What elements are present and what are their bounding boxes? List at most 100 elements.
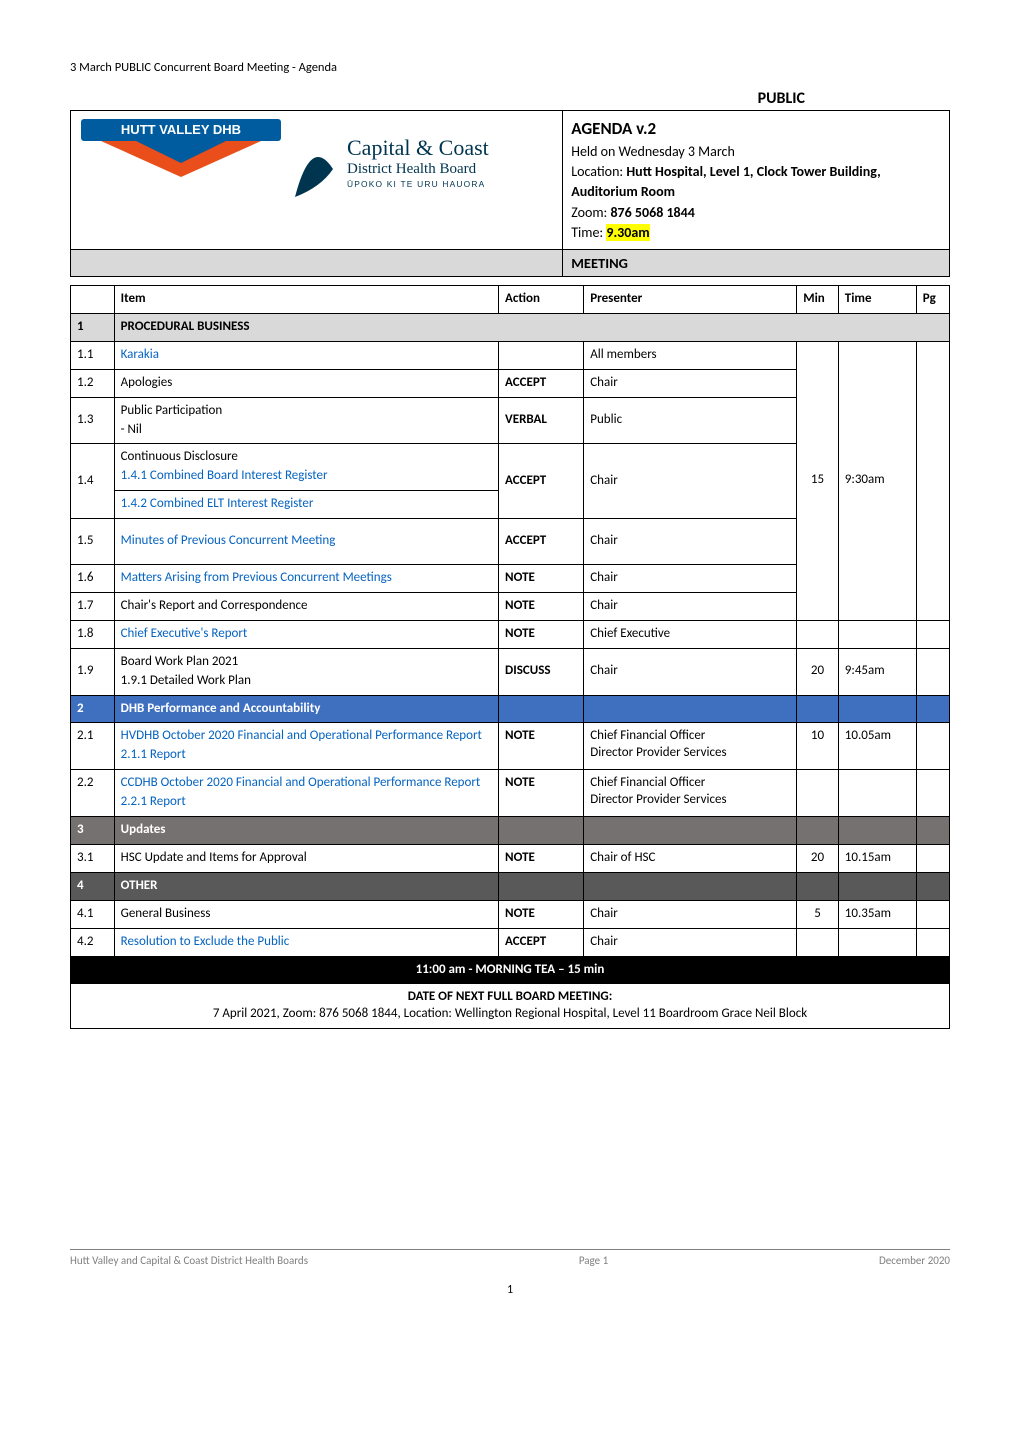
agenda-cell: AGENDA v.2 Held on Wednesday 3 March Loc… (563, 111, 950, 250)
row-item-b-link: 2.1.1 Report (121, 747, 186, 762)
agenda-zoom-line: Zoom: 876 5068 1844 (571, 203, 941, 223)
th-item: Item (114, 286, 498, 314)
row-time: 9:45am (838, 648, 916, 695)
row-presenter: Chair (584, 519, 797, 565)
row-action: VERBAL (499, 397, 584, 444)
row-item: Continuous Disclosure 1.4.1 Combined Boa… (114, 444, 498, 491)
public-label: PUBLIC (70, 89, 805, 108)
hvdhb-logo-text: HUTT VALLEY DHB (121, 122, 241, 137)
th-min: Min (797, 286, 839, 314)
row-item-link: Chief Executive's Report (121, 626, 248, 641)
row-presenter-a: Chief Financial Officer (590, 775, 790, 792)
sec3-blank (838, 817, 916, 845)
row-item-a: Public Participation (121, 403, 492, 420)
meeting-blank (71, 250, 563, 277)
row-action (499, 341, 584, 369)
row-min: 10 (797, 723, 839, 770)
row-num: 1.8 (71, 620, 115, 648)
row-item: Chair's Report and Correspondence (114, 593, 498, 621)
row-item-a-link: HVDHB October 2020 Financial and Operati… (121, 728, 482, 743)
row-action: NOTE (499, 593, 584, 621)
row-action: ACCEPT (499, 519, 584, 565)
row-presenter-b: Director Provider Services (590, 792, 790, 809)
row-pg (916, 928, 949, 956)
row-presenter: All members (584, 341, 797, 369)
th-pg: Pg (916, 286, 949, 314)
row-presenter: Chair (584, 900, 797, 928)
row-num: 3.1 (71, 844, 115, 872)
row-action: NOTE (499, 844, 584, 872)
sec2-blank (797, 695, 839, 723)
row-item-b-link: 1.4.1 Combined Board Interest Register (121, 468, 328, 483)
row-action: ACCEPT (499, 369, 584, 397)
row-presenter: Chief Financial Officer Director Provide… (584, 723, 797, 770)
running-header: 3 March PUBLIC Concurrent Board Meeting … (70, 60, 950, 75)
row-action: NOTE (499, 900, 584, 928)
row-min: 20 (797, 844, 839, 872)
sec2-blank (916, 695, 949, 723)
row-item-link: Minutes of Previous Concurrent Meeting (121, 533, 336, 548)
sec4-blank (838, 872, 916, 900)
row-item-link: Matters Arising from Previous Concurrent… (121, 570, 392, 585)
block-time: 9:30am (838, 341, 916, 620)
row-num: 1.6 (71, 565, 115, 593)
row-time: 10.35am (838, 900, 916, 928)
footer-right: December 2020 (879, 1254, 950, 1267)
sec4-blank (499, 872, 584, 900)
sec1-title: PROCEDURAL BUSINESS (114, 314, 949, 342)
row-min (797, 770, 839, 817)
agenda-location-label: Location: (571, 163, 626, 180)
row-item: Public Participation - Nil (114, 397, 498, 444)
row-item: Board Work Plan 2021 1.9.1 Detailed Work… (114, 648, 498, 695)
row-pg (916, 648, 949, 695)
th-action: Action (499, 286, 584, 314)
row-action: DISCUSS (499, 648, 584, 695)
row-presenter: Chair of HSC (584, 844, 797, 872)
agenda-time-label: Time: (571, 224, 606, 241)
sec2-num: 2 (71, 695, 115, 723)
row-item-a: Board Work Plan 2021 (121, 654, 492, 671)
footer: Hutt Valley and Capital & Coast District… (70, 1249, 950, 1267)
date-row-a: DATE OF NEXT FULL BOARD MEETING: (77, 989, 943, 1006)
agenda-main-table: Item Action Presenter Min Time Pg 1 PROC… (70, 285, 950, 1029)
sec1-num: 1 (71, 314, 115, 342)
cc-logo-top: Capital & Coast (347, 135, 489, 160)
row-time (838, 928, 916, 956)
row-num: 4.2 (71, 928, 115, 956)
row-presenter-a: Chief Financial Officer (590, 728, 790, 745)
page-number: 1 (70, 1283, 950, 1297)
row-item: CCDHB October 2020 Financial and Operati… (114, 770, 498, 817)
row-presenter: Chief Financial Officer Director Provide… (584, 770, 797, 817)
row-presenter: Chair (584, 593, 797, 621)
row-num: 1.2 (71, 369, 115, 397)
agenda-time-line: Time: 9.30am (571, 223, 941, 243)
row-action: NOTE (499, 620, 584, 648)
row-min (797, 928, 839, 956)
sec2-blank (584, 695, 797, 723)
sec3-blank (584, 817, 797, 845)
row-pg (916, 723, 949, 770)
row-item-c-link: 1.4.2 Combined ELT Interest Register (121, 496, 314, 511)
row-min: 5 (797, 900, 839, 928)
row-action: ACCEPT (499, 928, 584, 956)
logos-cell: HUTT VALLEY DHB Capital & Coast District… (71, 111, 563, 250)
date-row: DATE OF NEXT FULL BOARD MEETING: 7 April… (71, 984, 950, 1029)
sec2-blank (499, 695, 584, 723)
row-action: NOTE (499, 723, 584, 770)
row-item-a-link: CCDHB October 2020 Financial and Operati… (121, 775, 481, 790)
sec3-blank (797, 817, 839, 845)
tea-row: 11:00 am - MORNING TEA – 15 min (71, 956, 950, 984)
row-num: 4.1 (71, 900, 115, 928)
cc-logo-mid: District Health Board (347, 161, 477, 177)
sec4-blank (797, 872, 839, 900)
agenda-title: AGENDA v.2 (571, 117, 941, 142)
row-time: 10.15am (838, 844, 916, 872)
row-presenter: Chair (584, 565, 797, 593)
row-min (797, 620, 839, 648)
row-time: 10.05am (838, 723, 916, 770)
hvdhb-logo-icon: HUTT VALLEY DHB (81, 119, 281, 179)
footer-mid: Page 1 (579, 1254, 608, 1267)
row-time (838, 620, 916, 648)
row-pg (916, 844, 949, 872)
row-time (838, 770, 916, 817)
